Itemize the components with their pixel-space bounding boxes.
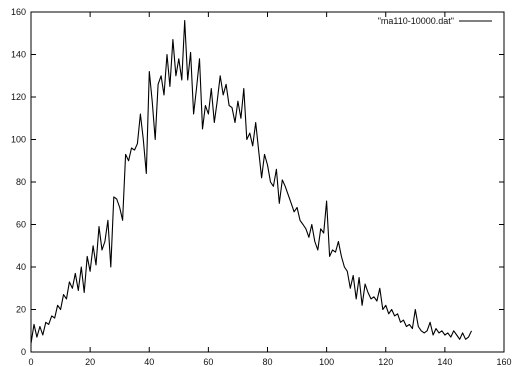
x-tick-label: 0 [28,357,33,367]
x-tick-label: 60 [203,357,213,367]
legend: "ma110-10000.dat" [378,16,492,26]
series-layer [30,19,472,344]
plot-border [30,11,505,353]
x-tick-label: 80 [262,357,272,367]
y-tick-label: 80 [16,177,26,187]
series-line [30,19,472,344]
x-tick-label: 40 [144,357,154,367]
y-tick-label: 40 [16,262,26,272]
x-tick-label: 20 [85,357,95,367]
x-tick-label: 100 [319,357,334,367]
y-tick-label: 60 [16,220,26,230]
legend-label: "ma110-10000.dat" [378,16,454,26]
y-tick-label: 140 [11,50,26,60]
y-tick-label: 20 [16,305,26,315]
y-tick-label: 100 [11,135,26,145]
axis-ticks [30,11,505,353]
plot-frame [30,11,505,353]
x-tick-label: 160 [496,357,511,367]
x-tick-label: 120 [378,357,393,367]
y-tick-label: 160 [11,7,26,17]
y-tick-label: 0 [21,347,26,357]
x-tick-label: 140 [437,357,452,367]
axis-tick-labels: 0 20 40 60 80 100 120 140 160 0 20 40 60 80 100 120 140 1… [11,7,512,367]
y-tick-label: 120 [11,92,26,102]
